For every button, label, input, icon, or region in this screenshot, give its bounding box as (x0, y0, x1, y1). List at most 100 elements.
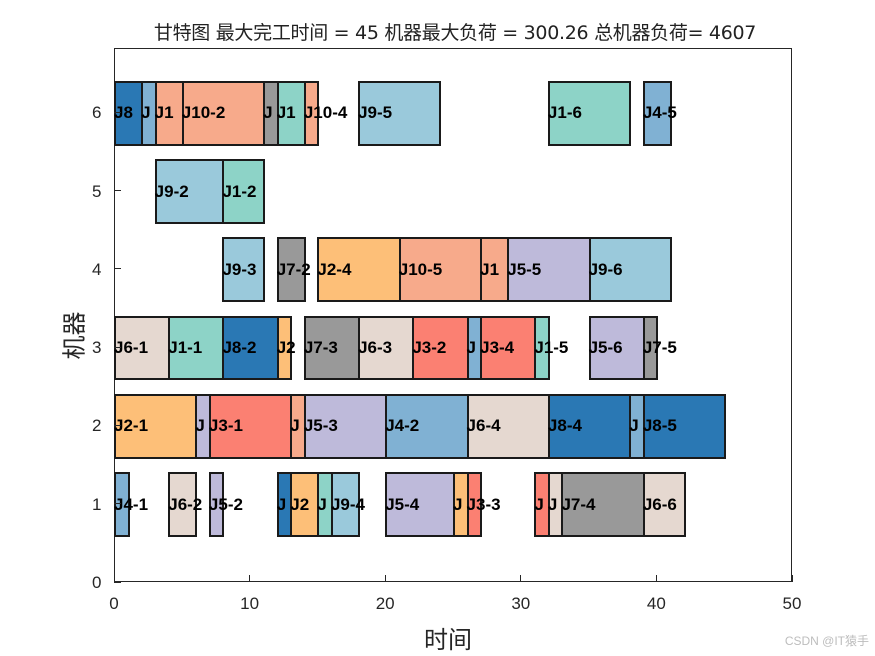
task-bar (358, 80, 442, 146)
task-bar (208, 394, 293, 459)
task-label: J7-3 (303, 338, 338, 358)
task-bar (466, 472, 483, 537)
task-label: J3-2 (412, 338, 447, 358)
y-tick (114, 190, 121, 191)
task-bar (480, 315, 537, 381)
task-bar (588, 237, 672, 303)
x-tick-label: 30 (511, 594, 531, 613)
task-label: J1-5 (534, 338, 569, 358)
y-tick (114, 268, 121, 270)
task-label: J8-5 (642, 416, 677, 436)
task-bar (561, 472, 645, 537)
watermark: CSDN @IT猿手 (784, 634, 869, 648)
y-tick-label: 2 (92, 416, 102, 436)
chart-title: 甘特图 最大完工时间 = 45 机器最大负荷 = 300.26 总机器负荷= 4… (153, 22, 757, 44)
task-label: J (317, 494, 327, 514)
task-bar (398, 237, 483, 303)
task-label: J1 (154, 103, 174, 123)
task-label: J2-4 (317, 259, 352, 279)
x-tick (520, 575, 522, 582)
task-label: J (466, 338, 477, 358)
task-label: J10-2 (181, 103, 226, 123)
task-label: J10-5 (398, 259, 443, 279)
task-bar (276, 315, 293, 381)
y-tick-label: 3 (92, 338, 102, 358)
task-label: J1-1 (168, 338, 203, 358)
task-bar (181, 80, 266, 146)
task-bar (642, 394, 727, 459)
x-tick-label: 40 (646, 594, 666, 613)
task-label: J1 (480, 259, 500, 279)
y-tick-label: 6 (92, 103, 102, 123)
task-label: J6-6 (642, 494, 677, 514)
task-label: J10-4 (303, 103, 348, 123)
task-label: J (141, 103, 151, 123)
task-label: J4-5 (642, 103, 677, 123)
task-bar (547, 80, 632, 146)
task-label: J4-1 (114, 494, 149, 514)
task-label: J (547, 494, 558, 514)
x-tick (384, 575, 386, 582)
x-tick (113, 575, 115, 582)
task-bar (534, 315, 550, 381)
task-label: J7-4 (561, 494, 596, 514)
task-label: J (290, 416, 300, 436)
y-tick-label: 1 (92, 494, 102, 514)
task-label: J5-4 (385, 494, 420, 514)
x-tick-label: 10 (240, 594, 260, 613)
task-label: J2 (290, 494, 310, 514)
task-label: J1 (276, 103, 296, 123)
x-tick (249, 575, 251, 582)
task-label: J8-2 (222, 338, 257, 358)
task-label: J9-4 (330, 494, 365, 514)
task-label: J3-1 (208, 416, 243, 436)
task-bar (330, 472, 361, 537)
task-label: J7-5 (642, 338, 677, 358)
task-label: J2 (276, 338, 296, 358)
task-label: J6-1 (114, 338, 149, 358)
task-label: J7-2 (276, 259, 311, 279)
task-label: J1-6 (547, 103, 582, 123)
task-bar (114, 472, 130, 537)
task-label: J (629, 416, 639, 436)
y-tick (114, 503, 121, 505)
task-label: J5-3 (303, 416, 338, 436)
task-bar (222, 237, 266, 303)
task-bar (290, 472, 320, 537)
y-tick-label: 5 (92, 181, 102, 201)
y-tick (114, 581, 121, 583)
x-tick-label: 0 (109, 594, 119, 613)
task-label: J6-2 (168, 494, 203, 514)
y-tick (114, 346, 121, 348)
task-label: J (534, 494, 544, 514)
task-label: J1-2 (222, 181, 257, 201)
task-bar (547, 394, 632, 459)
task-label: J8 (114, 103, 133, 123)
x-tick-label: 20 (375, 594, 395, 613)
task-label: J (276, 494, 287, 514)
task-label: J9-2 (154, 181, 189, 201)
task-label: J (263, 103, 273, 123)
task-bar (276, 237, 306, 303)
task-label: J8-4 (547, 416, 582, 436)
task-bar (642, 315, 659, 381)
task-label: J (453, 494, 463, 514)
task-label: J5-6 (588, 338, 623, 358)
task-bar (642, 80, 672, 146)
y-tick-label: 0 (92, 573, 102, 592)
task-label: J3-3 (466, 494, 501, 514)
y-tick (114, 424, 121, 426)
task-label: J3-4 (480, 338, 515, 358)
task-bar (168, 315, 225, 381)
x-tick-label: 50 (782, 594, 802, 613)
task-bar (385, 394, 469, 459)
task-bar (385, 472, 455, 537)
task-label: J5-5 (507, 259, 542, 279)
task-bar (222, 159, 266, 224)
task-bar (642, 472, 686, 537)
task-bar (276, 80, 306, 146)
x-axis-label: 时间 (424, 626, 472, 654)
y-tick-label: 4 (92, 259, 102, 279)
task-label: J6-4 (466, 416, 501, 436)
task-bar (303, 80, 320, 146)
